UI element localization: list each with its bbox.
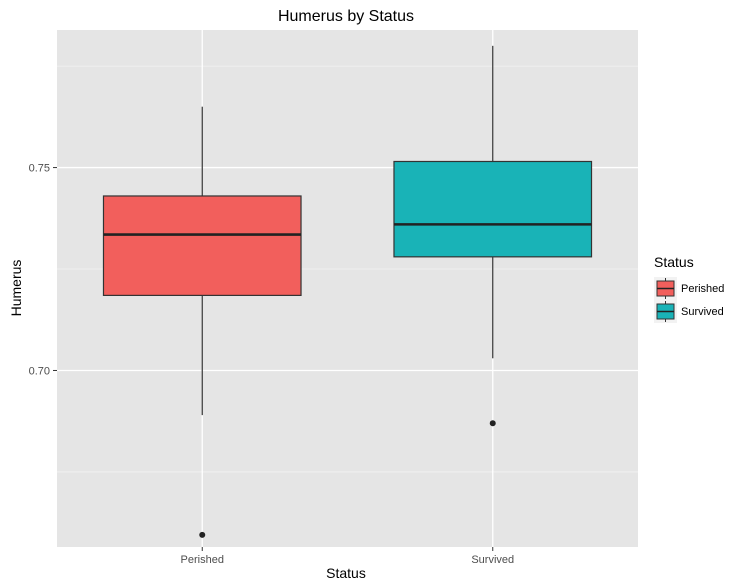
box-iqr bbox=[102, 195, 302, 296]
box-iqr bbox=[393, 160, 593, 258]
legend-title: Status bbox=[654, 254, 694, 270]
y-axis-label: Humerus bbox=[8, 260, 24, 317]
legend-label: Perished bbox=[681, 283, 724, 295]
y-axis-ticks: 0.70 0.75 bbox=[29, 163, 57, 377]
chart-title: Humerus by Status bbox=[278, 8, 414, 25]
legend: Status Perished Survived bbox=[654, 254, 724, 323]
y-tick-label: 0.75 bbox=[29, 163, 50, 175]
x-axis-ticks: Perished Survived bbox=[181, 547, 514, 566]
x-axis-label: Status bbox=[326, 565, 366, 581]
outlier-point bbox=[199, 531, 206, 538]
legend-key-perished bbox=[654, 277, 677, 300]
legend-key-survived bbox=[654, 300, 677, 323]
legend-label: Survived bbox=[681, 306, 724, 318]
box-layer bbox=[102, 45, 593, 538]
x-tick-label: Perished bbox=[181, 554, 224, 566]
outlier-point bbox=[489, 420, 496, 427]
y-tick-label: 0.70 bbox=[29, 365, 50, 377]
box-group-perished bbox=[102, 106, 302, 538]
box-group-survived bbox=[393, 45, 593, 427]
x-tick-label: Survived bbox=[471, 554, 514, 566]
